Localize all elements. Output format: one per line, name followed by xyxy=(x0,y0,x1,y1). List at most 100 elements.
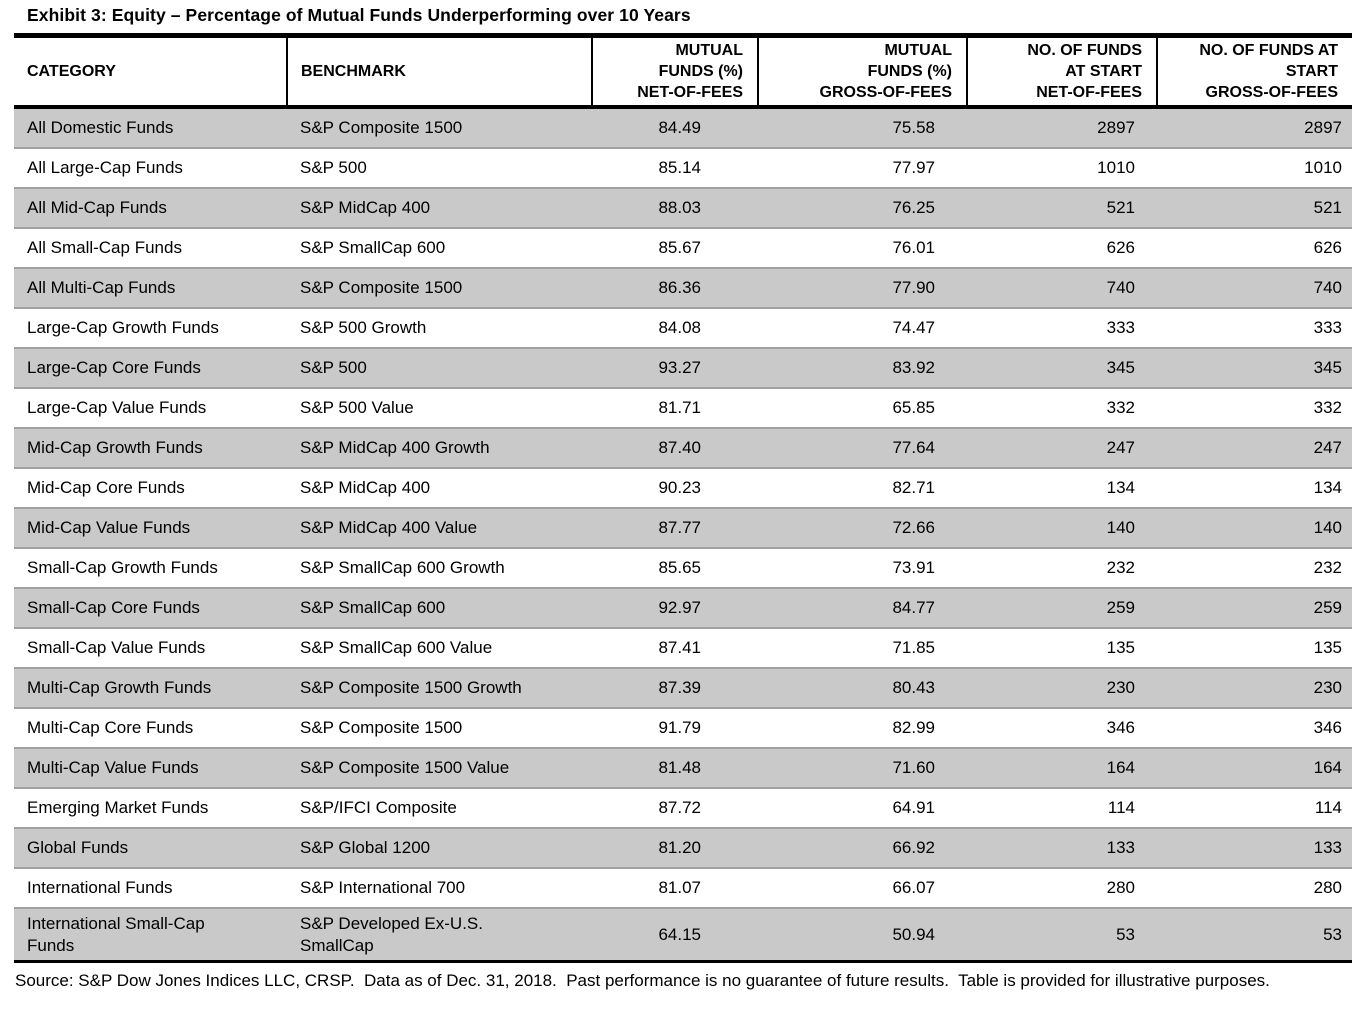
benchmark-cell: S&P MidCap 400 Value xyxy=(287,507,592,548)
benchmark-cell: S&P Composite 1500 xyxy=(287,707,592,748)
mutual-funds-net-cell: 86.36 xyxy=(592,267,758,308)
category-cell: Small-Cap Value Funds xyxy=(14,627,287,668)
category-cell: All Small-Cap Funds xyxy=(14,227,287,268)
benchmark-cell: S&P MidCap 400 xyxy=(287,187,592,228)
exhibit-title: Exhibit 3: Equity – Percentage of Mutual… xyxy=(27,5,691,25)
table-row: All Domestic Funds S&P Composite 1500 84.4… xyxy=(14,107,1352,148)
funds-at-start-net-cell: 332 xyxy=(967,387,1157,428)
funds-at-start-net-cell: 626 xyxy=(967,227,1157,268)
mutual-funds-net-cell: 81.20 xyxy=(592,827,758,868)
funds-at-start-net-cell: 345 xyxy=(967,347,1157,388)
column-header-funds-at-start-gross: NO. OF FUNDS AT START GROSS-OF-FEES xyxy=(1157,33,1352,109)
funds-at-start-gross-cell: 740 xyxy=(1157,267,1352,308)
funds-at-start-gross-cell: 53 xyxy=(1157,907,1352,963)
mutual-funds-gross-cell: 77.64 xyxy=(758,427,967,468)
table-row: All Multi-Cap Funds S&P Composite 1500 86.… xyxy=(14,267,1352,308)
funds-at-start-gross-cell: 521 xyxy=(1157,187,1352,228)
funds-at-start-gross-cell: 230 xyxy=(1157,667,1352,708)
funds-at-start-gross-cell: 332 xyxy=(1157,387,1352,428)
mutual-funds-gross-cell: 65.85 xyxy=(758,387,967,428)
category-cell: International Small-Cap Funds xyxy=(14,907,287,963)
mutual-funds-gross-cell: 84.77 xyxy=(758,587,967,628)
benchmark-cell: S&P 500 xyxy=(287,147,592,188)
mutual-funds-gross-cell: 71.60 xyxy=(758,747,967,788)
mutual-funds-net-cell: 92.97 xyxy=(592,587,758,628)
funds-at-start-net-cell: 740 xyxy=(967,267,1157,308)
funds-at-start-gross-cell: 140 xyxy=(1157,507,1352,548)
category-cell: Multi-Cap Growth Funds xyxy=(14,667,287,708)
mutual-funds-net-cell: 87.41 xyxy=(592,627,758,668)
table-row: Multi-Cap Core Funds S&P Composite 1500 91… xyxy=(14,707,1352,748)
table-body: All Domestic Funds S&P Composite 1500 84.4… xyxy=(14,107,1352,963)
mutual-funds-gross-cell: 77.90 xyxy=(758,267,967,308)
mutual-funds-gross-cell: 71.85 xyxy=(758,627,967,668)
category-cell: Emerging Market Funds xyxy=(14,787,287,828)
funds-at-start-net-cell: 135 xyxy=(967,627,1157,668)
column-header-category: CATEGORY xyxy=(14,33,288,109)
funds-at-start-net-cell: 521 xyxy=(967,187,1157,228)
mutual-funds-gross-cell: 74.47 xyxy=(758,307,967,348)
mutual-funds-net-cell: 90.23 xyxy=(592,467,758,508)
category-cell: All Mid-Cap Funds xyxy=(14,187,287,228)
category-cell: Small-Cap Core Funds xyxy=(14,587,287,628)
category-cell: All Large-Cap Funds xyxy=(14,147,287,188)
mutual-funds-gross-cell: 66.92 xyxy=(758,827,967,868)
mutual-funds-net-cell: 84.49 xyxy=(592,107,758,148)
column-header-benchmark: BENCHMARK xyxy=(287,33,593,109)
mutual-funds-gross-cell: 76.01 xyxy=(758,227,967,268)
table-row: International Funds S&P International 700… xyxy=(14,867,1352,908)
funds-at-start-gross-cell: 133 xyxy=(1157,827,1352,868)
table-row: Large-Cap Value Funds S&P 500 Value 81.71 6… xyxy=(14,387,1352,428)
exhibit-table: CATEGORY BENCHMARK MUTUAL FUNDS (%) NET-… xyxy=(14,33,1352,963)
funds-at-start-gross-cell: 626 xyxy=(1157,227,1352,268)
table-row: Large-Cap Core Funds S&P 500 93.27 83.92 345… xyxy=(14,347,1352,388)
funds-at-start-net-cell: 333 xyxy=(967,307,1157,348)
funds-at-start-gross-cell: 164 xyxy=(1157,747,1352,788)
benchmark-cell: S&P SmallCap 600 xyxy=(287,227,592,268)
mutual-funds-gross-cell: 50.94 xyxy=(758,907,967,963)
page: Exhibit 3: Equity – Percentage of Mutual… xyxy=(14,5,1352,990)
funds-at-start-gross-cell: 2897 xyxy=(1157,107,1352,148)
funds-at-start-net-cell: 134 xyxy=(967,467,1157,508)
mutual-funds-net-cell: 84.08 xyxy=(592,307,758,348)
benchmark-cell: S&P MidCap 400 xyxy=(287,467,592,508)
table-row: Mid-Cap Value Funds S&P MidCap 400 Value 8… xyxy=(14,507,1352,548)
benchmark-cell: S&P/IFCI Composite xyxy=(287,787,592,828)
mutual-funds-net-cell: 85.65 xyxy=(592,547,758,588)
mutual-funds-net-cell: 88.03 xyxy=(592,187,758,228)
table-row: Global Funds S&P Global 1200 81.20 66.92 133… xyxy=(14,827,1352,868)
source-note: Source: S&P Dow Jones Indices LLC, CRSP.… xyxy=(15,971,1270,990)
benchmark-cell: S&P MidCap 400 Growth xyxy=(287,427,592,468)
mutual-funds-net-cell: 85.67 xyxy=(592,227,758,268)
benchmark-cell: S&P Composite 1500 xyxy=(287,107,592,148)
mutual-funds-net-cell: 87.72 xyxy=(592,787,758,828)
mutual-funds-net-cell: 81.07 xyxy=(592,867,758,908)
table-row: Large-Cap Growth Funds S&P 500 Growth 84.0… xyxy=(14,307,1352,348)
category-cell: Large-Cap Growth Funds xyxy=(14,307,287,348)
benchmark-cell: S&P 500 Value xyxy=(287,387,592,428)
table-row: Emerging Market Funds S&P/IFCI Composite 8… xyxy=(14,787,1352,828)
funds-at-start-net-cell: 53 xyxy=(967,907,1157,963)
table-row: All Small-Cap Funds S&P SmallCap 600 85.67… xyxy=(14,227,1352,268)
benchmark-cell: S&P Developed Ex-U.S. SmallCap xyxy=(287,907,592,963)
mutual-funds-net-cell: 64.15 xyxy=(592,907,758,963)
category-cell: Mid-Cap Value Funds xyxy=(14,507,287,548)
benchmark-cell: S&P 500 xyxy=(287,347,592,388)
mutual-funds-net-cell: 81.48 xyxy=(592,747,758,788)
mutual-funds-net-cell: 81.71 xyxy=(592,387,758,428)
table-row: Small-Cap Growth Funds S&P SmallCap 600 G… xyxy=(14,547,1352,588)
category-cell: All Domestic Funds xyxy=(14,107,287,148)
category-cell: Multi-Cap Value Funds xyxy=(14,747,287,788)
mutual-funds-net-cell: 87.39 xyxy=(592,667,758,708)
funds-at-start-net-cell: 247 xyxy=(967,427,1157,468)
funds-at-start-net-cell: 140 xyxy=(967,507,1157,548)
table-row: Small-Cap Core Funds S&P SmallCap 600 92.9… xyxy=(14,587,1352,628)
category-cell: Small-Cap Growth Funds xyxy=(14,547,287,588)
table-header: CATEGORY BENCHMARK MUTUAL FUNDS (%) NET-… xyxy=(14,33,1352,109)
column-header-mutual-funds-gross: MUTUAL FUNDS (%) GROSS-OF-FEES xyxy=(758,33,968,109)
table-row: Multi-Cap Value Funds S&P Composite 1500 … xyxy=(14,747,1352,788)
table-row: All Large-Cap Funds S&P 500 85.14 77.97 1010… xyxy=(14,147,1352,188)
benchmark-cell: S&P International 700 xyxy=(287,867,592,908)
benchmark-cell: S&P Composite 1500 Growth xyxy=(287,667,592,708)
funds-at-start-net-cell: 164 xyxy=(967,747,1157,788)
